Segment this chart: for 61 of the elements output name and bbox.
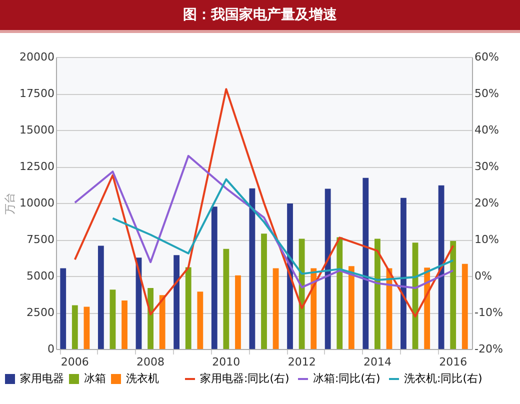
bar	[450, 240, 456, 349]
bar	[462, 264, 468, 349]
y2-tick-label: 60%	[474, 50, 499, 64]
bar	[362, 178, 369, 349]
bar	[272, 268, 279, 349]
legend-label: 洗衣机:同比(右)	[404, 372, 482, 385]
bar	[122, 300, 128, 349]
y-tick-label: 15000	[20, 124, 54, 136]
bar	[60, 268, 66, 349]
y2-tick-label: 10%	[474, 233, 499, 246]
y2-tick-label: 30%	[474, 160, 499, 173]
bar	[98, 246, 104, 349]
y-tick-label: 7500	[26, 233, 54, 246]
y2-tick-label: 0%	[474, 270, 492, 282]
legend-label: 冰箱:同比(右)	[313, 372, 380, 385]
bar	[348, 266, 354, 349]
y-tick-label: 2500	[26, 306, 54, 319]
bar	[197, 292, 204, 349]
y-tick-label: 0	[48, 342, 54, 356]
bar	[72, 305, 78, 349]
bar	[223, 248, 230, 349]
chart-title: 图：我国家电产量及增速	[0, 0, 520, 33]
bar	[174, 255, 180, 349]
y-axis-title: 万台	[4, 192, 17, 214]
x-tick-label: 2016	[439, 356, 468, 368]
bar	[211, 206, 218, 349]
bar	[249, 188, 256, 349]
bar	[324, 188, 331, 349]
y-tick-label: 5000	[26, 270, 54, 282]
y-tick-label: 17500	[20, 87, 54, 100]
bar	[287, 203, 293, 349]
legend-label: 家用电器	[20, 372, 64, 385]
y2-tick-label: 20%	[474, 196, 499, 210]
x-tick-label: 2006	[60, 356, 89, 368]
y-tick-label: 12500	[20, 160, 54, 173]
legend-label: 家用电器:同比(右)	[200, 372, 290, 385]
line-series	[74, 154, 454, 290]
x-tick-label: 2010	[212, 356, 240, 368]
bar	[148, 288, 154, 349]
bar	[110, 290, 116, 349]
x-tick-label: 2008	[136, 356, 165, 368]
bar	[159, 295, 166, 349]
bar	[185, 267, 192, 349]
line-series	[74, 88, 454, 318]
bar	[235, 275, 241, 349]
x-tick-label: 2014	[363, 356, 392, 368]
y2-tick-label: 40%	[474, 124, 499, 136]
y-tick-label: 20000	[20, 50, 54, 64]
bar	[84, 306, 90, 349]
bar	[261, 234, 267, 349]
bar	[336, 237, 343, 349]
legend-label: 洗衣机	[126, 372, 159, 385]
y2-tick-label: -10%	[474, 306, 503, 319]
y2-tick-label: -20%	[474, 342, 503, 356]
x-tick-label: 2012	[288, 356, 316, 368]
bar	[400, 198, 406, 349]
line-series	[112, 178, 454, 282]
y2-tick-label: 50%	[474, 87, 499, 100]
bar	[374, 238, 380, 349]
legend-label: 冰箱	[84, 372, 106, 385]
y-tick-label: 10000	[20, 196, 54, 210]
